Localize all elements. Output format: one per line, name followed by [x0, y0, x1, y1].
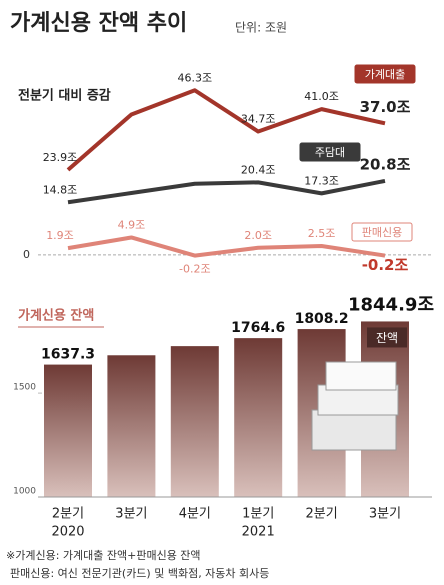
data-label: 2.5조 — [308, 227, 336, 240]
data-label: 1.9조 — [46, 229, 74, 242]
data-label: 14.8조 — [43, 183, 78, 196]
data-label: 46.3조 — [177, 71, 212, 84]
bar — [44, 364, 92, 497]
legend-box — [299, 142, 361, 162]
data-label: 37.0조 — [360, 98, 411, 116]
data-label: 1808.2 — [295, 311, 349, 327]
legend-box — [354, 64, 416, 84]
data-label: 4.9조 — [118, 218, 146, 231]
bar — [170, 346, 219, 497]
line — [66, 88, 386, 172]
legend-box — [351, 222, 413, 242]
annotation-box — [367, 327, 407, 348]
y-tick-label: 1000 — [13, 487, 36, 497]
legend-label: 가계대출 — [365, 68, 405, 81]
data-label: 34.7조 — [241, 113, 276, 126]
line-title: 전분기 대비 증감 — [18, 88, 111, 104]
legend-label: 주담대 — [315, 146, 345, 159]
x-tick-label: 2분기 — [52, 507, 84, 522]
data-label: 1764.6 — [231, 320, 285, 336]
legend-label: 판매신용 — [362, 226, 402, 239]
x-tick-label: 3분기 — [115, 507, 147, 522]
data-label: 20.4조 — [241, 163, 276, 176]
data-label: 1844.9조 — [348, 294, 434, 315]
bar — [234, 338, 283, 497]
bar — [107, 355, 156, 497]
x-tick-label: 1분기 — [242, 507, 274, 522]
data-label: -0.2조 — [362, 256, 409, 274]
y-tick-label: 1500 — [13, 383, 36, 393]
data-label: 41.0조 — [304, 90, 339, 103]
data-label: 2.0조 — [244, 229, 272, 242]
note: 판매신용: 여신 전문기관(카드) 및 백화점, 자동차 회사등 — [10, 567, 269, 580]
y-tick-label: 0 — [23, 248, 30, 261]
data-label: 17.3조 — [304, 174, 339, 187]
line — [67, 178, 386, 205]
x-tick-label: 2분기 — [305, 507, 337, 522]
title: 가계신용 잔액 추이 — [10, 11, 187, 36]
x-tick-label: 3분기 — [369, 507, 401, 522]
x-tick-year: 2021 — [242, 525, 275, 540]
data-label: 23.9조 — [43, 151, 78, 164]
x-tick-year: 2020 — [51, 525, 84, 540]
data-label: 20.8조 — [360, 155, 411, 173]
x-tick-label: 4분기 — [179, 507, 211, 522]
data-label: -0.2조 — [179, 263, 211, 276]
bar-title: 가계신용 잔액 — [18, 308, 94, 324]
unit: 단위: 조원 — [235, 21, 287, 35]
line — [67, 235, 386, 258]
annotation: 잔액 — [376, 331, 398, 345]
money-illustration — [311, 361, 399, 451]
note: ※가계신용: 가계대출 잔액+판매신용 잔액 — [6, 549, 201, 562]
data-label: 1637.3 — [41, 347, 95, 363]
